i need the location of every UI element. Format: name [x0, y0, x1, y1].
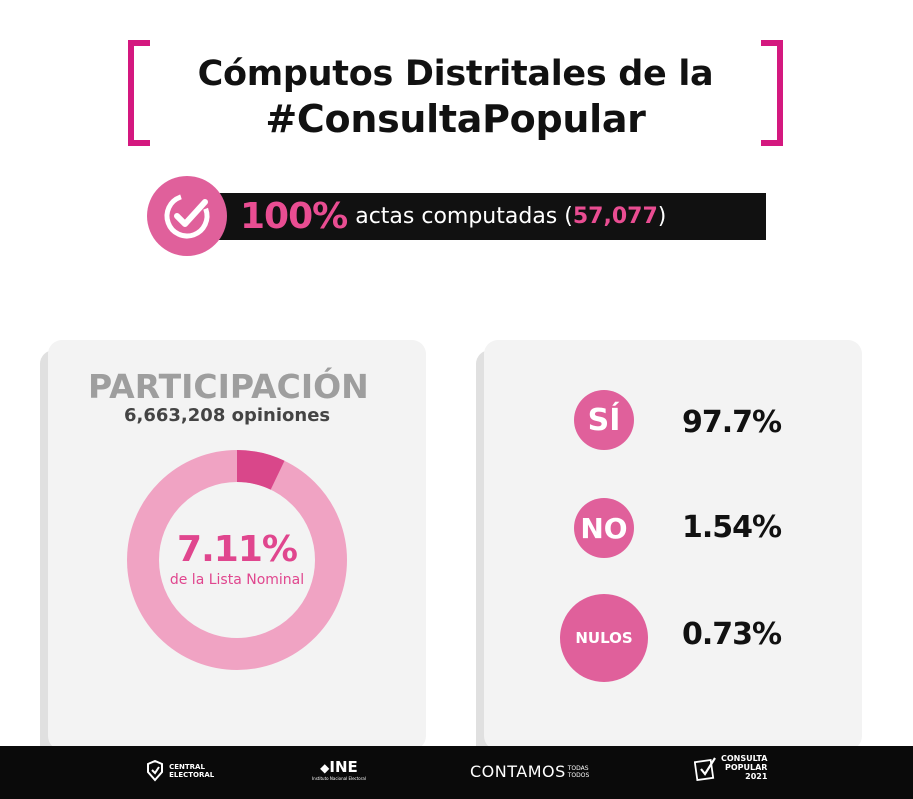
central-label: CENTRAL: [169, 763, 205, 771]
result-nulos-badge: NULOS: [560, 594, 648, 682]
central-electoral-icon: [147, 759, 163, 782]
ine-diamond-icon: ◆: [320, 761, 330, 775]
contamos-todos: TODOS: [567, 771, 590, 779]
participation-subtitle: 6,663,208 opiniones: [124, 405, 331, 426]
result-no-value: 1.54%: [682, 510, 782, 545]
result-no-badge: NO: [574, 498, 634, 558]
ine-sub-label: Instituto Nacional Electoral: [312, 776, 366, 781]
contamos-logo: CONTAMOS TODAS TODOS: [470, 762, 589, 781]
ine-label: INE: [329, 758, 358, 776]
title-left-bracket: [128, 40, 150, 146]
page-title: Cómputos Distritales de la #ConsultaPopu…: [150, 52, 761, 142]
result-si-badge: SÍ: [574, 390, 634, 450]
actas-label: actas computadas (: [355, 204, 573, 229]
results-card: [484, 340, 862, 750]
actas-count: 57,077: [572, 204, 658, 229]
participation-card: [48, 340, 426, 750]
footer-bar: CENTRAL ELECTORAL ◆INE Instituto Naciona…: [0, 746, 913, 799]
actas-label-close: ): [657, 204, 667, 229]
result-si-label: SÍ: [587, 402, 621, 438]
participation-title: PARTICIPACIÓN: [88, 367, 369, 406]
participation-percent: 7.11%: [177, 529, 298, 570]
participation-donut: [117, 440, 357, 680]
title-line-2: #ConsultaPopular: [265, 97, 646, 141]
actas-text: 100% actas computadas ( 57,077 ): [240, 193, 666, 240]
electoral-label: ELECTORAL: [169, 771, 215, 779]
title-right-bracket: [761, 40, 783, 146]
popular-label: POPULAR: [724, 763, 768, 772]
result-nulos-value: 0.73%: [682, 617, 782, 652]
check-circle-icon: [147, 176, 227, 256]
actas-banner: [205, 193, 766, 240]
participation-caption: de la Lista Nominal: [169, 572, 305, 588]
result-no-label: NO: [580, 511, 628, 545]
contamos-todas: TODAS: [567, 764, 589, 772]
title-line-1: Cómputos Distritales de la: [197, 54, 714, 94]
actas-percent: 100%: [240, 196, 348, 237]
result-si-value: 97.7%: [682, 405, 782, 440]
consulta-popular-logo: CONSULTA POPULAR 2021: [694, 754, 767, 781]
donut-arc: [127, 450, 347, 670]
donut-center: 7.11% de la Lista Nominal: [117, 529, 357, 589]
result-nulos-label: NULOS: [575, 629, 633, 647]
consulta-year: 2021: [745, 772, 768, 781]
consulta-label: CONSULTA: [721, 754, 768, 763]
ballot-check-icon: [694, 756, 716, 781]
ine-logo: ◆INE Instituto Nacional Electoral: [312, 759, 366, 782]
central-electoral-logo: CENTRAL ELECTORAL: [146, 759, 215, 782]
contamos-label: CONTAMOS: [470, 762, 566, 781]
